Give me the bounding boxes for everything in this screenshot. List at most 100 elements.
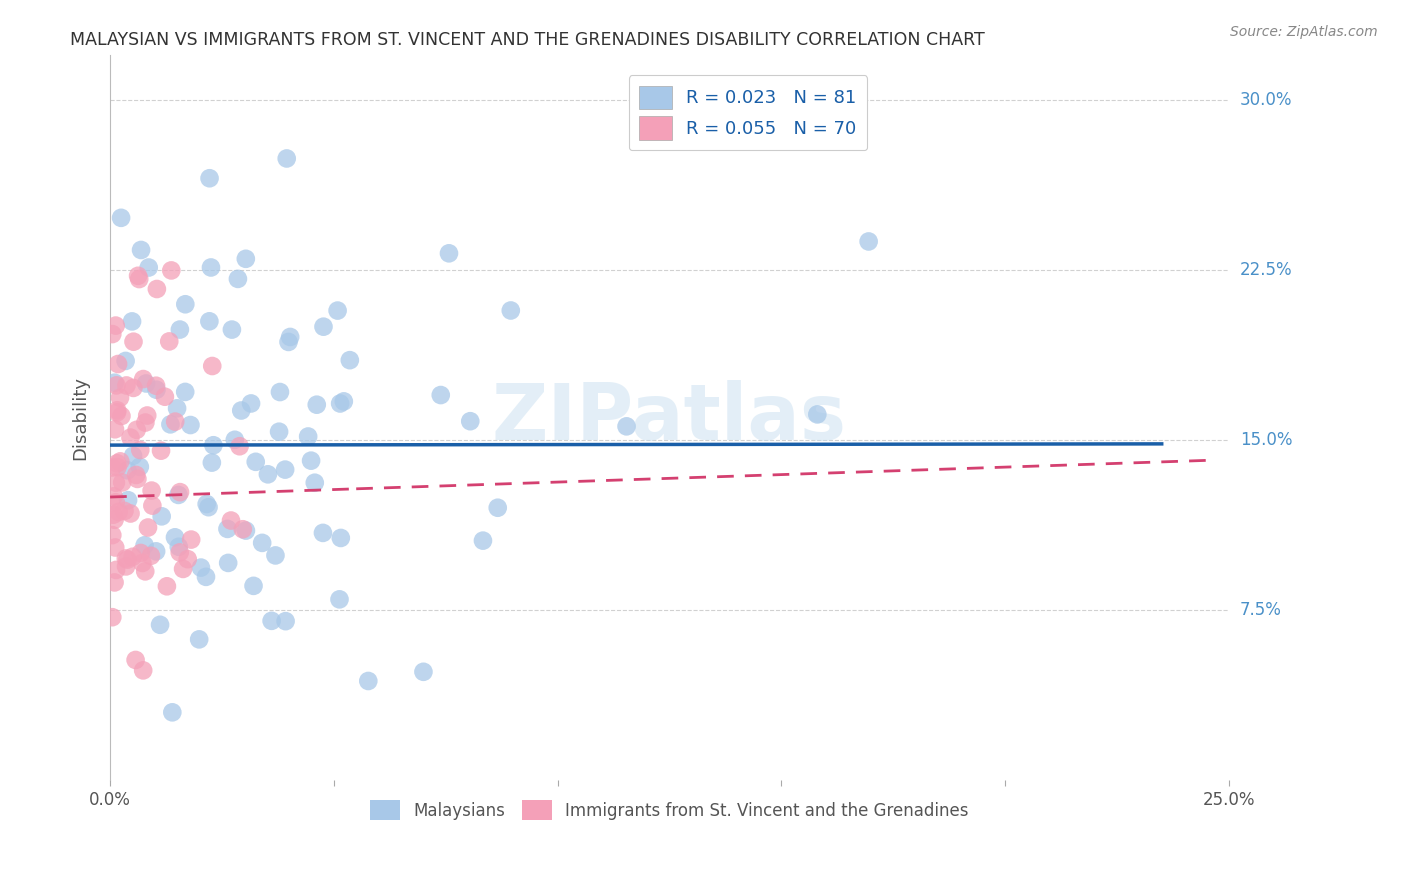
Point bbox=[329, 396, 352, 410]
Point bbox=[129, 546, 152, 560]
Point bbox=[141, 499, 163, 513]
Point bbox=[329, 531, 352, 545]
Point bbox=[190, 560, 212, 574]
Point bbox=[136, 409, 159, 423]
Point bbox=[312, 525, 335, 540]
Point bbox=[104, 541, 127, 555]
Point bbox=[437, 246, 460, 260]
Text: Source: ZipAtlas.com: Source: ZipAtlas.com bbox=[1230, 25, 1378, 39]
Point bbox=[160, 263, 183, 277]
Point bbox=[180, 533, 202, 547]
Point bbox=[274, 614, 297, 628]
Point bbox=[277, 334, 299, 349]
Point bbox=[250, 536, 273, 550]
Point bbox=[122, 381, 145, 395]
Point bbox=[200, 260, 222, 275]
Point bbox=[115, 378, 138, 392]
Point bbox=[103, 508, 125, 522]
Point bbox=[269, 425, 291, 439]
Point bbox=[245, 455, 267, 469]
Point bbox=[105, 378, 128, 392]
Point bbox=[217, 522, 239, 536]
Point bbox=[104, 495, 127, 509]
Point bbox=[224, 433, 246, 447]
Point bbox=[304, 475, 326, 490]
Point bbox=[127, 472, 149, 486]
Point bbox=[412, 665, 434, 679]
Point bbox=[101, 460, 124, 475]
Point bbox=[429, 388, 451, 402]
Point bbox=[179, 417, 201, 432]
Point bbox=[169, 322, 191, 336]
Point bbox=[195, 497, 218, 511]
Point bbox=[124, 653, 146, 667]
Point bbox=[146, 282, 169, 296]
Point bbox=[121, 314, 143, 328]
Point bbox=[129, 442, 152, 457]
Point bbox=[232, 522, 254, 536]
Point bbox=[121, 549, 143, 564]
Point bbox=[162, 706, 184, 720]
Point bbox=[117, 463, 139, 477]
Point bbox=[103, 575, 125, 590]
Point bbox=[128, 272, 150, 286]
Point bbox=[486, 500, 509, 515]
Point bbox=[159, 417, 181, 432]
Point bbox=[145, 383, 167, 397]
Point bbox=[128, 459, 150, 474]
Point bbox=[138, 260, 160, 275]
Point bbox=[114, 354, 136, 368]
Point bbox=[129, 243, 152, 257]
Point bbox=[108, 391, 131, 405]
Point bbox=[260, 614, 283, 628]
Point bbox=[174, 384, 197, 399]
Point bbox=[107, 357, 129, 371]
Point bbox=[228, 439, 250, 453]
Point bbox=[172, 562, 194, 576]
Point bbox=[166, 401, 188, 416]
Point bbox=[231, 403, 253, 417]
Point bbox=[305, 398, 328, 412]
Point bbox=[221, 322, 243, 336]
Point bbox=[197, 500, 219, 515]
Point bbox=[269, 385, 291, 400]
Point bbox=[120, 507, 142, 521]
Point bbox=[135, 376, 157, 391]
Point bbox=[150, 509, 173, 524]
Point bbox=[107, 505, 129, 519]
Point bbox=[105, 456, 128, 470]
Text: 30.0%: 30.0% bbox=[1240, 92, 1292, 110]
Point bbox=[299, 453, 322, 467]
Point bbox=[195, 570, 218, 584]
Point bbox=[131, 556, 153, 570]
Point bbox=[122, 449, 145, 463]
Point bbox=[235, 252, 257, 266]
Point bbox=[858, 235, 880, 249]
Point bbox=[242, 579, 264, 593]
Point bbox=[217, 556, 239, 570]
Point bbox=[167, 540, 190, 554]
Point bbox=[101, 528, 124, 542]
Point bbox=[134, 565, 156, 579]
Point bbox=[235, 524, 257, 538]
Point bbox=[110, 211, 132, 225]
Point bbox=[276, 152, 298, 166]
Point bbox=[145, 544, 167, 558]
Point bbox=[328, 592, 350, 607]
Point bbox=[274, 462, 297, 476]
Point bbox=[149, 617, 172, 632]
Point bbox=[132, 372, 155, 386]
Point bbox=[297, 429, 319, 443]
Text: 22.5%: 22.5% bbox=[1240, 261, 1292, 279]
Point bbox=[202, 438, 225, 452]
Point bbox=[198, 171, 221, 186]
Point bbox=[188, 632, 211, 647]
Point bbox=[226, 272, 249, 286]
Point bbox=[107, 460, 129, 475]
Point bbox=[150, 443, 173, 458]
Point bbox=[139, 549, 162, 563]
Point bbox=[103, 376, 125, 390]
Point bbox=[219, 514, 242, 528]
Point bbox=[145, 378, 167, 392]
Point bbox=[105, 405, 128, 419]
